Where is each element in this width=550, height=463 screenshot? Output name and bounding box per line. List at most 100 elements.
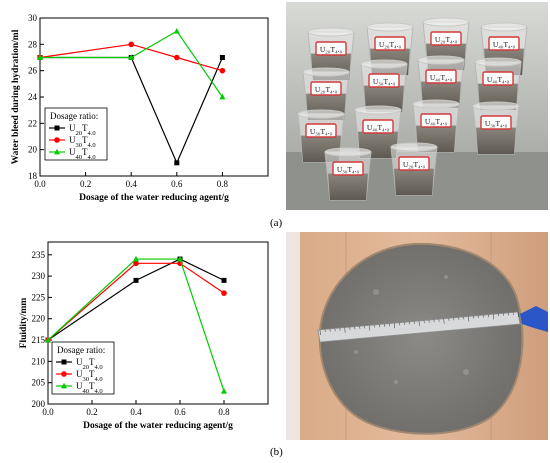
cup-rim <box>472 101 520 111</box>
cup-rim <box>360 59 408 69</box>
legend-title: Dosage ratio: <box>57 345 105 355</box>
y-tick-label: 28 <box>28 39 38 49</box>
series-line <box>47 258 225 341</box>
cup: U₂₀T₄.₀ <box>390 142 438 196</box>
cup-label-tape <box>332 161 364 176</box>
x-tick-label: 0.2 <box>80 179 91 189</box>
cup-rim <box>422 17 470 27</box>
y-tick-label: 30 <box>28 13 38 23</box>
photo-a-svg: U₂₀T₄.₀ U₂₀T₄.₀ U₂₀T₄.₀ U₄₀T₄.₀ U₂₀T₄.₀ U₃₀T₄… <box>286 2 548 210</box>
data-point <box>133 277 139 283</box>
plot-frame <box>47 241 269 405</box>
data-point <box>221 277 227 283</box>
x-tick-label: 0.0 <box>34 179 46 189</box>
cup-rim <box>366 22 414 32</box>
blue-clip <box>520 306 548 332</box>
y-tick-label: 24 <box>28 92 38 102</box>
cup-grout <box>364 85 404 112</box>
y-tick-label: 210 <box>32 356 46 366</box>
cup: U₃₀T₄.₀ <box>472 101 520 155</box>
panel-label-a: (a) <box>270 217 283 229</box>
cup-label: U₄₀T₄.₀ <box>425 117 448 126</box>
cup-label-tape <box>362 119 394 134</box>
series-U40T4.0 <box>37 27 226 100</box>
data-point <box>221 290 227 296</box>
cup-label: U₃₀T₄.₀ <box>310 127 333 136</box>
data-point <box>219 55 225 60</box>
cup-label: U₃₀T₄.₀ <box>337 165 360 174</box>
chart-water-bleed: 0.0 0.2 0.4 0.6 0.8 18 20 22 24 26 28 30 Dosage of t… <box>0 0 278 215</box>
x-tick-label: 0.8 <box>218 407 230 417</box>
data-point <box>45 336 51 343</box>
series-line <box>47 262 225 341</box>
cup: U₄₀T₄.₀ <box>354 105 402 159</box>
cup-label-tape <box>430 31 462 46</box>
legend-box <box>44 107 108 161</box>
grout-spread <box>318 242 524 435</box>
legend-entry: U20T4.0 <box>76 357 103 371</box>
x-tick-label: 0.4 <box>126 179 138 189</box>
legend-marker <box>54 148 60 155</box>
legend-entry: U20T4.0 <box>69 123 96 137</box>
cup-label-tape <box>305 123 337 138</box>
y-tick-label: 18 <box>28 171 38 181</box>
cup-rim <box>390 142 438 152</box>
cup-label: U₂₀T₄.₀ <box>379 40 402 49</box>
cup-label-tape <box>310 81 342 96</box>
data-point <box>128 54 135 60</box>
cup-rim <box>480 22 528 32</box>
series-U40T4.0 <box>45 255 227 394</box>
data-point <box>219 67 226 74</box>
cup-rim <box>417 55 465 65</box>
legend-marker <box>61 371 67 377</box>
data-point <box>219 93 226 100</box>
data-point <box>133 255 139 262</box>
legend-title: Dosage ratio: <box>50 111 98 121</box>
cup-label-tape <box>425 69 457 84</box>
legend-marker <box>61 359 67 365</box>
legend-entry: U30T4.0 <box>76 369 103 383</box>
cup: U₃₀T₄.₀ <box>360 59 408 113</box>
x-tick-label: 0.4 <box>130 407 142 417</box>
y-tick-label: 220 <box>32 314 46 324</box>
cup-label: U₃₀T₄.₀ <box>485 119 508 128</box>
photo-grout-cups: U₂₀T₄.₀ U₂₀T₄.₀ U₂₀T₄.₀ U₄₀T₄.₀ U₂₀T₄.₀ U₃₀T₄… <box>286 2 548 210</box>
data-point <box>128 41 134 48</box>
y-tick-label: 26 <box>28 66 38 76</box>
cup-label-tape <box>488 36 520 51</box>
y-tick-label: 230 <box>32 271 46 281</box>
data-point <box>174 54 180 61</box>
cup-grout <box>476 127 516 154</box>
series-line <box>40 30 223 98</box>
y-axis-label: Water bleed during hydration/ml <box>11 29 21 164</box>
cup-label-tape <box>480 115 512 130</box>
chart-b-svg: 0.0 0.2 0.4 0.6 0.8 200 205 210 215 220 225 230 235 D… <box>19 241 269 431</box>
series-U20T4.0 <box>45 256 227 343</box>
cup-label-tape <box>398 156 430 171</box>
y-tick-label: 235 <box>32 250 46 260</box>
cup-grout <box>328 173 368 200</box>
cup-label: U₄₀T₄.₀ <box>430 73 453 82</box>
chart-a-svg: 0.0 0.2 0.4 0.6 0.8 18 20 22 24 26 28 30 Dosage of t… <box>11 13 269 203</box>
legend-entry: U30T4.0 <box>69 135 96 149</box>
x-axis-label: Dosage of the water reducing agent/g <box>83 421 233 431</box>
cup-label-tape <box>315 41 347 56</box>
chart-fluidity: 0.0 0.2 0.4 0.6 0.8 200 205 210 215 220 225 230 235 D… <box>0 230 278 438</box>
cup-label: U₄₀T₄.₀ <box>487 75 510 84</box>
y-tick-label: 200 <box>32 399 46 409</box>
cup-label: U₄₀T₄.₀ <box>493 40 516 49</box>
cup-label: U₃₀T₄.₀ <box>373 77 396 86</box>
legend-marker <box>54 125 60 131</box>
cup-label-tape <box>482 71 514 86</box>
cups-group: U₂₀T₄.₀ U₂₀T₄.₀ U₂₀T₄.₀ U₄₀T₄.₀ U₂₀T₄.₀ U₃₀T₄… <box>297 17 528 201</box>
x-tick-label: 0.6 <box>171 179 183 189</box>
cup-label-tape <box>420 113 452 128</box>
data-point <box>173 27 180 34</box>
x-tick-label: 0.0 <box>42 407 54 417</box>
photo-b-svg <box>286 232 548 440</box>
data-point <box>221 388 227 394</box>
y-tick-label: 215 <box>32 335 46 345</box>
legend-marker <box>61 382 67 389</box>
cup-grout <box>394 168 434 195</box>
